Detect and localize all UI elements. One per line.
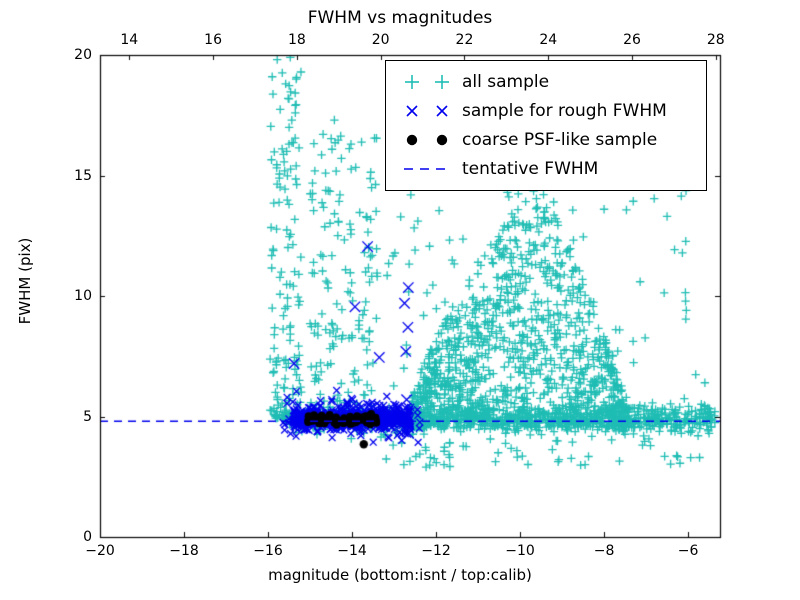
x-tick-label-bottom: −18: [169, 543, 199, 559]
x-tick-label-top: 26: [623, 32, 641, 48]
dot-marker-icon: [396, 128, 458, 152]
y-tick-label: 15: [74, 167, 92, 184]
legend-entry-rough-fwhm: sample for rough FWHM: [396, 96, 696, 125]
legend-entry-all-sample: all sample: [396, 67, 696, 96]
plus-marker-icon: [396, 70, 458, 94]
chart-legend: all sample sample for rough FWHM: [385, 60, 707, 191]
x-tick-label-bottom: −8: [593, 543, 615, 559]
x-tick-label-bottom: −16: [253, 543, 283, 559]
dashed-line-icon: [396, 157, 458, 181]
legend-label-rough-fwhm: sample for rough FWHM: [462, 100, 667, 121]
x-tick-label-bottom: −10: [505, 543, 535, 559]
x-tick-label-top: 18: [287, 32, 306, 48]
x-tick-label-top: 14: [120, 32, 139, 48]
x-tick-label-bottom: −6: [677, 543, 699, 559]
legend-label-coarse-psf: coarse PSF-like sample: [462, 129, 658, 150]
x-tick-label-top: 16: [204, 32, 223, 48]
x-tick-label-bottom: −12: [421, 543, 451, 559]
x-tick-label-top: 20: [371, 32, 390, 48]
x-tick-label-bottom: −14: [337, 543, 367, 559]
legend-entry-coarse-psf: coarse PSF-like sample: [396, 125, 696, 154]
chart-title: FWHM vs magnitudes: [307, 8, 493, 28]
x-tick-label-top: 24: [539, 32, 558, 48]
y-axis-label: FWHM (pix): [16, 237, 34, 325]
x-tick-label-top: 28: [706, 32, 725, 48]
legend-entry-tentative-fwhm: tentative FWHM: [396, 154, 696, 183]
x-tick-label-bottom: −20: [85, 543, 115, 559]
y-tick-label: 20: [74, 47, 92, 63]
cross-marker-icon: [396, 99, 458, 123]
legend-label-all-sample: all sample: [462, 71, 550, 92]
legend-label-tentative-fwhm: tentative FWHM: [462, 158, 599, 179]
y-tick-label: 5: [83, 408, 92, 425]
y-tick-label: 10: [74, 288, 92, 304]
y-tick-label: 0: [83, 529, 92, 545]
x-axis-label: magnitude (bottom:isnt / top:calib): [268, 566, 532, 584]
x-tick-label-top: 22: [455, 32, 474, 48]
